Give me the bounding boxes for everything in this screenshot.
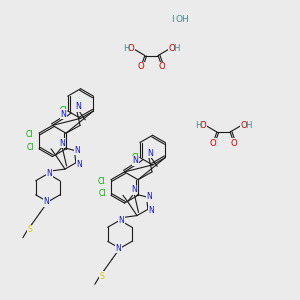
Text: O: O [231, 139, 238, 148]
Text: N: N [131, 185, 137, 194]
Text: N: N [148, 206, 154, 215]
Text: S: S [100, 272, 104, 281]
Text: Cl: Cl [131, 153, 139, 162]
Text: N: N [59, 139, 65, 148]
Text: N: N [147, 192, 152, 201]
Text: N: N [147, 149, 153, 158]
Text: O: O [240, 121, 247, 130]
Text: N: N [133, 157, 138, 166]
Text: O: O [128, 44, 135, 53]
Text: H: H [181, 15, 188, 24]
Text: H: H [195, 121, 202, 130]
Text: O: O [175, 15, 182, 24]
Text: N: N [76, 160, 82, 169]
Text: Cl: Cl [26, 130, 33, 139]
Text: O: O [168, 44, 175, 53]
Text: S: S [28, 225, 32, 234]
Text: N: N [116, 244, 121, 253]
Text: H: H [123, 44, 130, 53]
Text: H: H [173, 44, 180, 53]
Text: Cl: Cl [99, 189, 106, 198]
Text: O: O [200, 121, 207, 130]
Text: Cl: Cl [98, 177, 105, 186]
Text: Cl: Cl [27, 143, 34, 152]
Text: O: O [159, 62, 166, 71]
Text: O: O [209, 139, 216, 148]
Text: O: O [137, 62, 144, 71]
Text: H: H [245, 121, 252, 130]
Text: N: N [75, 146, 80, 155]
Text: Cl: Cl [59, 106, 67, 116]
Text: N: N [118, 216, 124, 225]
Text: N: N [61, 110, 66, 119]
Text: N: N [46, 169, 52, 178]
Text: N: N [44, 197, 49, 206]
Text: N: N [75, 102, 81, 111]
Text: H: H [171, 15, 178, 24]
